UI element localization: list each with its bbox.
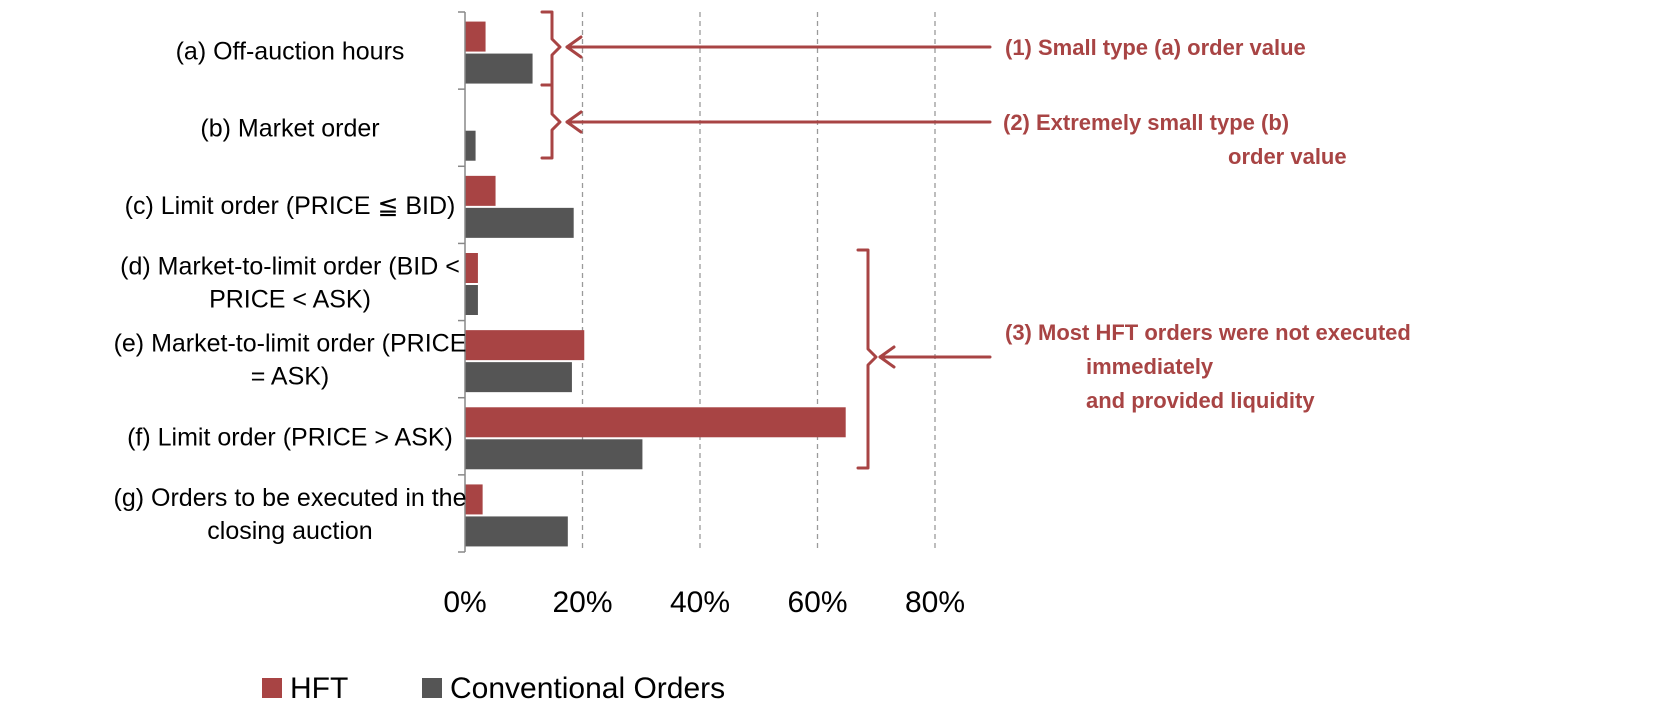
annotation-text: immediately: [1086, 354, 1214, 379]
arrow-3-head: [878, 345, 896, 369]
x-tick-label: 0%: [443, 586, 486, 619]
x-tick-label: 60%: [787, 586, 847, 619]
legend-swatch: [262, 678, 282, 698]
category-label: (f) Limit order (PRICE > ASK): [127, 423, 453, 451]
arrow-2-head: [565, 110, 583, 134]
bracket-a: [540, 10, 562, 87]
category-label: = ASK): [251, 363, 330, 391]
legend-label: HFT: [290, 672, 348, 705]
bar-conventional: [465, 207, 574, 238]
bar-conventional: [465, 516, 568, 547]
bracket-b: [540, 83, 562, 160]
x-tick-label: 40%: [670, 586, 730, 619]
category-label: PRICE < ASK): [209, 286, 371, 314]
bar-hft: [465, 484, 483, 515]
legend-label: Conventional Orders: [450, 672, 725, 705]
bar-conventional: [465, 53, 533, 84]
category-label: (c) Limit order (PRICE ≦ BID): [125, 192, 456, 220]
gridlines: [581, 12, 936, 552]
bar-conventional: [465, 439, 643, 470]
category-label: (d) Market-to-limit order (BID <: [120, 253, 460, 281]
bracket-d-f: [856, 248, 878, 470]
axes: [458, 11, 466, 553]
bar-hft: [465, 407, 846, 438]
annotation-text: (2) Extremely small type (b): [1003, 110, 1289, 135]
legend: HFT Conventional Orders: [262, 672, 725, 705]
category-labels: (a) Off-auction hours (b) Market order (c)…: [114, 38, 467, 545]
category-label: (b) Market order: [200, 115, 379, 143]
category-label: (e) Market-to-limit order (PRICE: [114, 330, 467, 358]
bar-conventional: [465, 130, 476, 161]
x-tick-label: 20%: [552, 586, 612, 619]
annotations: (1) Small type (a) order value (2) Extrem…: [540, 10, 1411, 470]
annotation-text: (3) Most HFT orders were not executed: [1005, 320, 1411, 345]
bar-hft: [465, 253, 478, 283]
annotation-text: and provided liquidity: [1086, 388, 1315, 413]
bar-hft: [465, 330, 585, 361]
bar-conventional: [465, 285, 478, 315]
category-label: closing auction: [207, 517, 372, 545]
x-tick-labels: 0% 20% 40% 60% 80%: [443, 586, 965, 619]
category-label: (g) Orders to be executed in the: [114, 484, 467, 512]
annotation-text: order value: [1228, 144, 1347, 169]
bar-hft: [465, 175, 496, 206]
category-label: (a) Off-auction hours: [176, 38, 405, 66]
bar-conventional: [465, 362, 572, 393]
legend-swatch: [422, 678, 442, 698]
annotation-text: (1) Small type (a) order value: [1005, 35, 1306, 60]
bar-hft: [465, 21, 486, 52]
arrow-1-head: [565, 35, 583, 59]
bars: [465, 21, 846, 547]
x-tick-label: 80%: [905, 586, 965, 619]
